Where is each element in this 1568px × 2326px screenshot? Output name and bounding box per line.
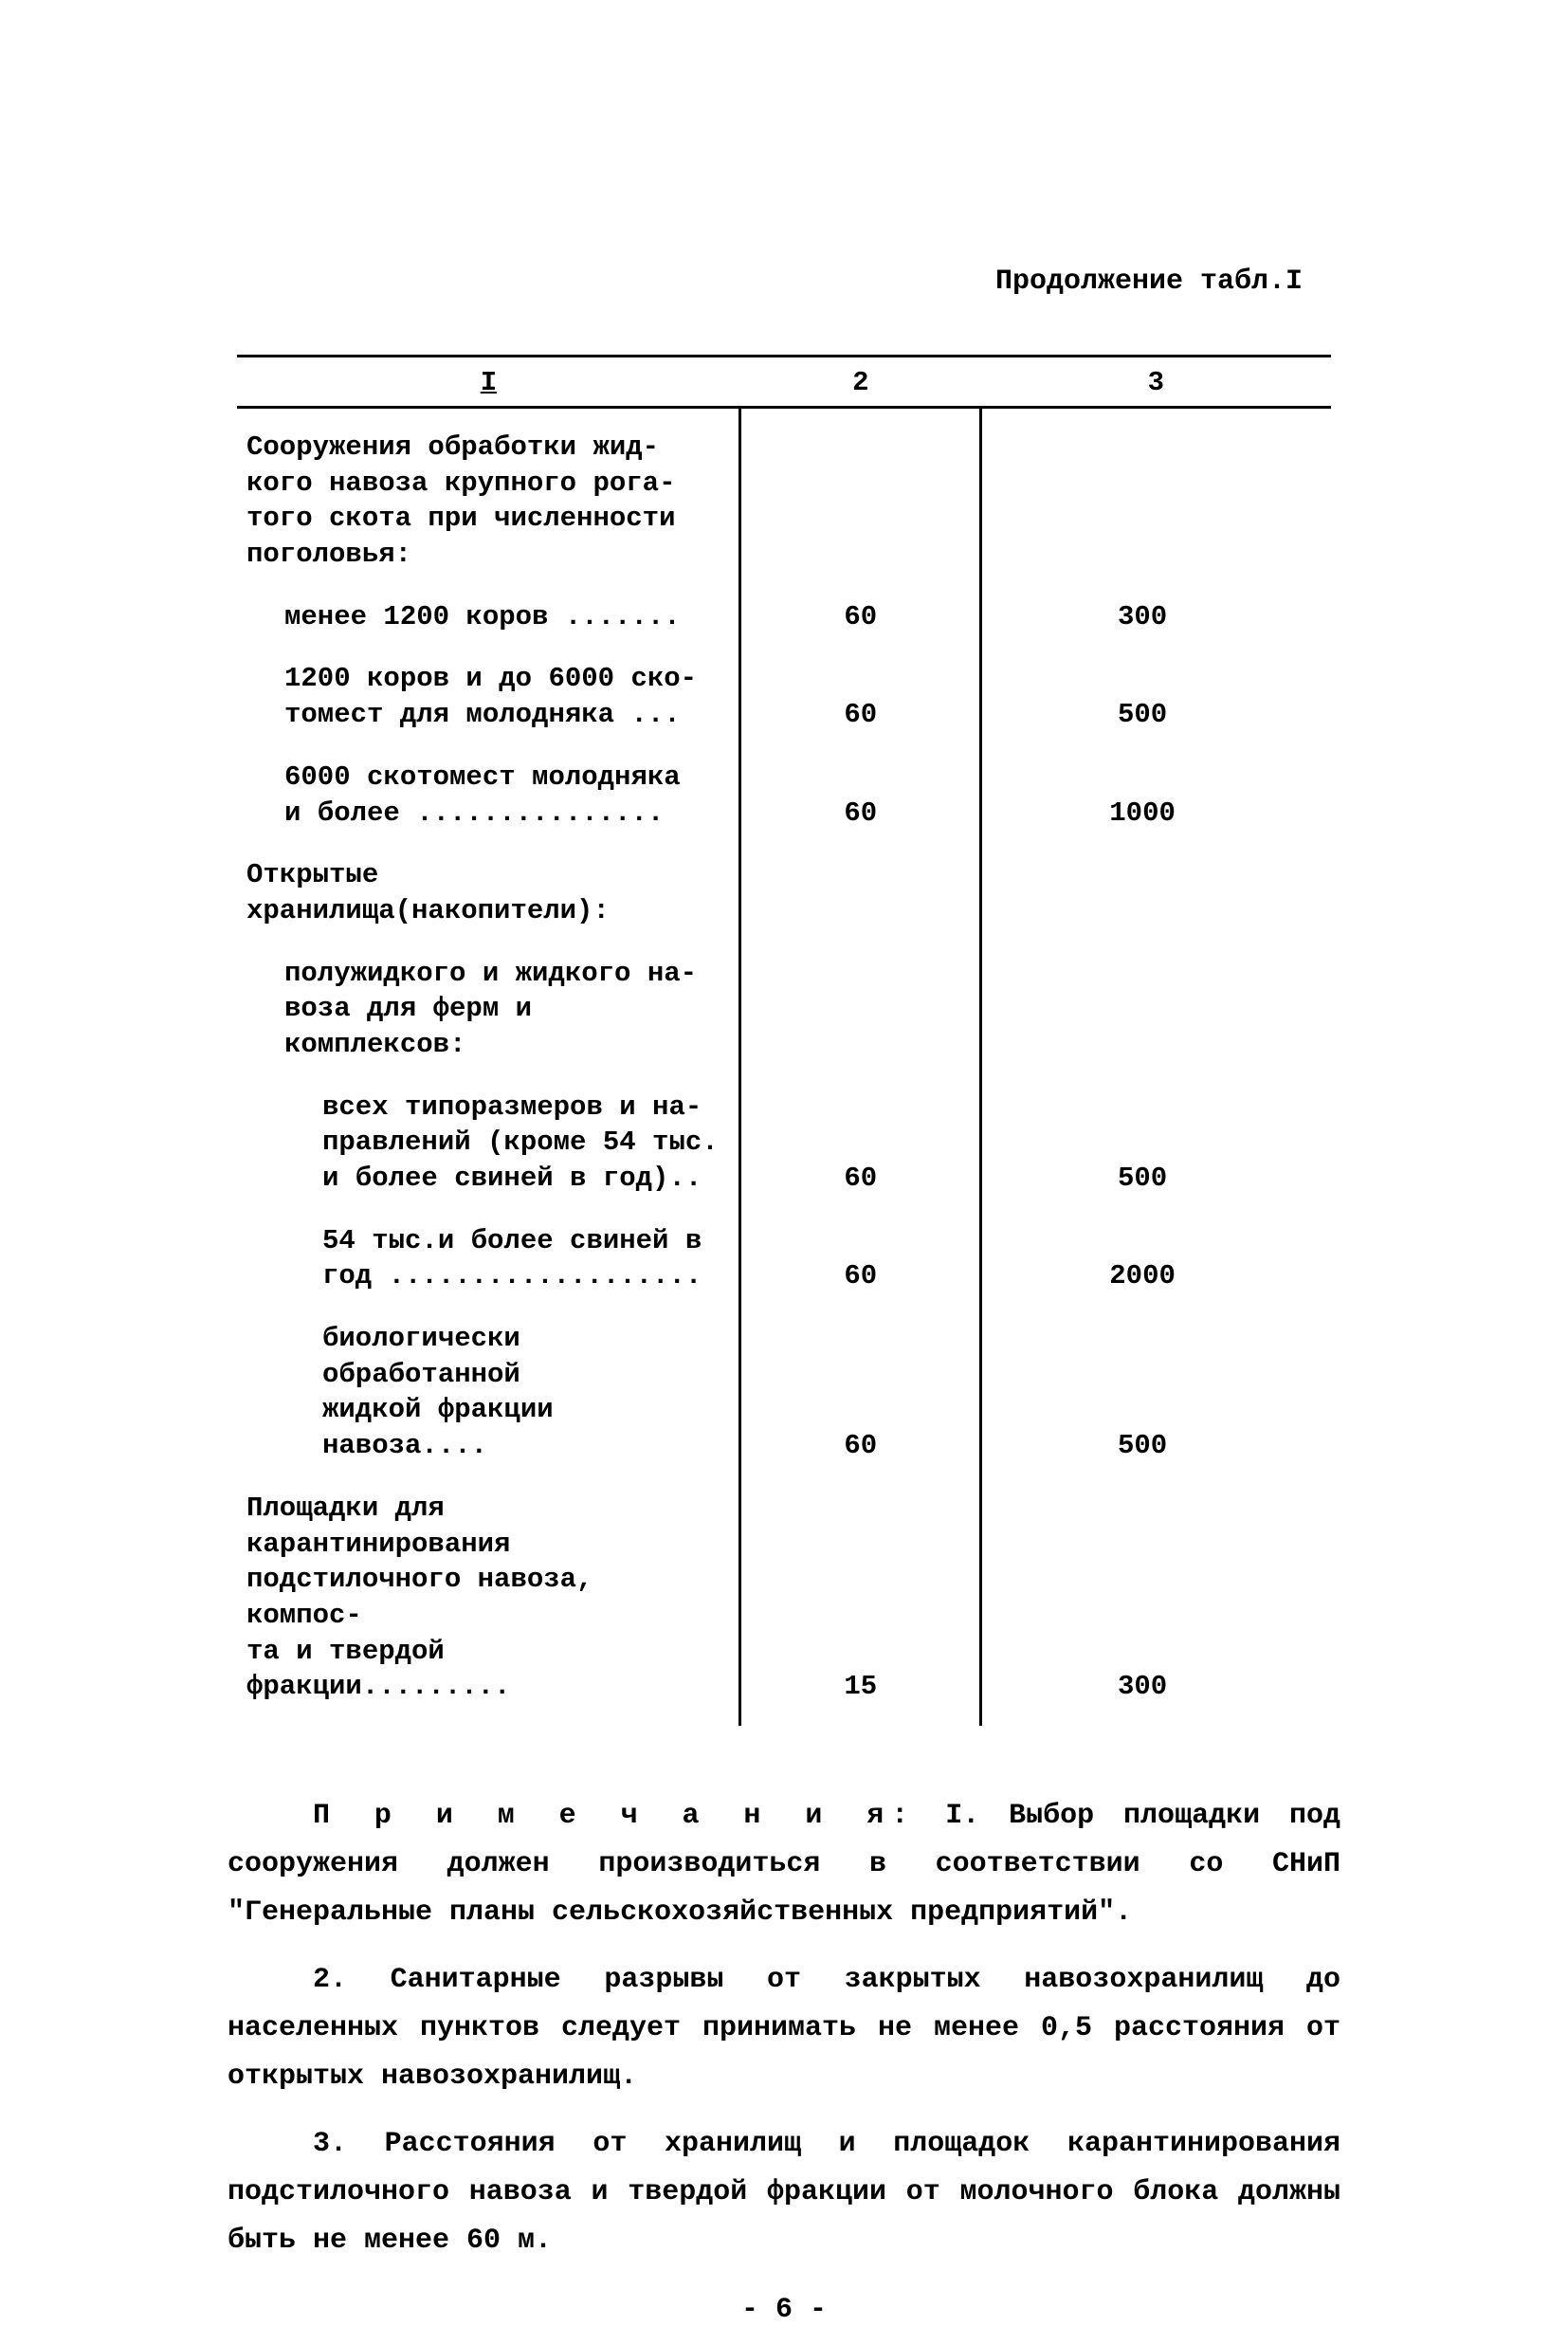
cell-value-col2: 60 bbox=[740, 1218, 981, 1300]
notes-label: П р и м е ч а н и я: bbox=[313, 1800, 916, 1832]
cell-value-col2: 60 bbox=[740, 594, 981, 641]
cell-value-col2: 15 bbox=[740, 1485, 981, 1711]
cell-value-col2 bbox=[740, 424, 981, 578]
table-row: 1200 коров и до 6000 ско-томест для моло… bbox=[237, 655, 1331, 738]
table-body: Сооружения обработки жид-кого навоза кру… bbox=[237, 408, 1331, 1726]
cell-value-col3: 500 bbox=[981, 655, 1331, 738]
cell-value-col2: 60 bbox=[740, 655, 981, 738]
table-row: 6000 скотомест молоднякаи более ........… bbox=[237, 754, 1331, 836]
cell-value-col3: 300 bbox=[981, 1485, 1331, 1711]
table-row: всех типоразмеров и на-правлений (кроме … bbox=[237, 1084, 1331, 1202]
cell-value-col3 bbox=[981, 950, 1331, 1069]
cell-value-col2 bbox=[740, 852, 981, 934]
note-item-3: 3. Расстояния от хранилищ и площадок кар… bbox=[228, 2120, 1340, 2265]
cell-value-col3 bbox=[981, 852, 1331, 934]
cell-value-col3: 500 bbox=[981, 1315, 1331, 1470]
cell-description: 6000 скотомест молоднякаи более ........… bbox=[237, 754, 740, 836]
table-continuation-caption: Продолжение табл.I bbox=[228, 266, 1340, 298]
cell-description: Сооружения обработки жид-кого навоза кру… bbox=[237, 424, 740, 578]
cell-value-col2: 60 bbox=[740, 1315, 981, 1470]
cell-description: 54 тыс.и более свиней вгод .............… bbox=[237, 1218, 740, 1300]
cell-value-col2 bbox=[740, 950, 981, 1069]
cell-description: полужидкого и жидкого на-воза для ферм и… bbox=[237, 950, 740, 1069]
table-row: менее 1200 коров .......60300 bbox=[237, 594, 1331, 641]
table-row: Сооружения обработки жид-кого навоза кру… bbox=[237, 424, 1331, 578]
col-header-3: 3 bbox=[981, 357, 1331, 408]
table-wrapper: I 2 3 Сооружения обработки жид-кого наво… bbox=[237, 355, 1331, 1726]
cell-description: биологически обработаннойжидкой фракции … bbox=[237, 1315, 740, 1470]
data-table: I 2 3 Сооружения обработки жид-кого наво… bbox=[237, 355, 1331, 1726]
cell-description: менее 1200 коров ....... bbox=[237, 594, 740, 641]
cell-value-col2: 60 bbox=[740, 1084, 981, 1202]
table-row: Открытые хранилища(накопители): bbox=[237, 852, 1331, 934]
cell-description: всех типоразмеров и на-правлений (кроме … bbox=[237, 1084, 740, 1202]
cell-value-col3: 500 bbox=[981, 1084, 1331, 1202]
table-row: полужидкого и жидкого на-воза для ферм и… bbox=[237, 950, 1331, 1069]
cell-description: 1200 коров и до 6000 ско-томест для моло… bbox=[237, 655, 740, 738]
table-row: 54 тыс.и более свиней вгод .............… bbox=[237, 1218, 1331, 1300]
page-number: - 6 - bbox=[228, 2294, 1340, 2326]
col-header-1: I bbox=[237, 357, 740, 408]
col-header-2: 2 bbox=[740, 357, 981, 408]
notes-section: П р и м е ч а н и я: I. Выбор площадки п… bbox=[228, 1792, 1340, 2265]
cell-value-col3 bbox=[981, 424, 1331, 578]
cell-value-col3: 300 bbox=[981, 594, 1331, 641]
cell-description: Открытые хранилища(накопители): bbox=[237, 852, 740, 934]
table-row: Площадки для карантинированияподстилочно… bbox=[237, 1485, 1331, 1711]
cell-value-col2: 60 bbox=[740, 754, 981, 836]
table-header-row: I 2 3 bbox=[237, 357, 1331, 408]
note-item-1: П р и м е ч а н и я: I. Выбор площадки п… bbox=[228, 1792, 1340, 1937]
table-row: биологически обработаннойжидкой фракции … bbox=[237, 1315, 1331, 1470]
cell-description: Площадки для карантинированияподстилочно… bbox=[237, 1485, 740, 1711]
note-item-2: 2. Санитарные разрывы от закрытых навозо… bbox=[228, 1956, 1340, 2101]
cell-value-col3: 1000 bbox=[981, 754, 1331, 836]
cell-value-col3: 2000 bbox=[981, 1218, 1331, 1300]
